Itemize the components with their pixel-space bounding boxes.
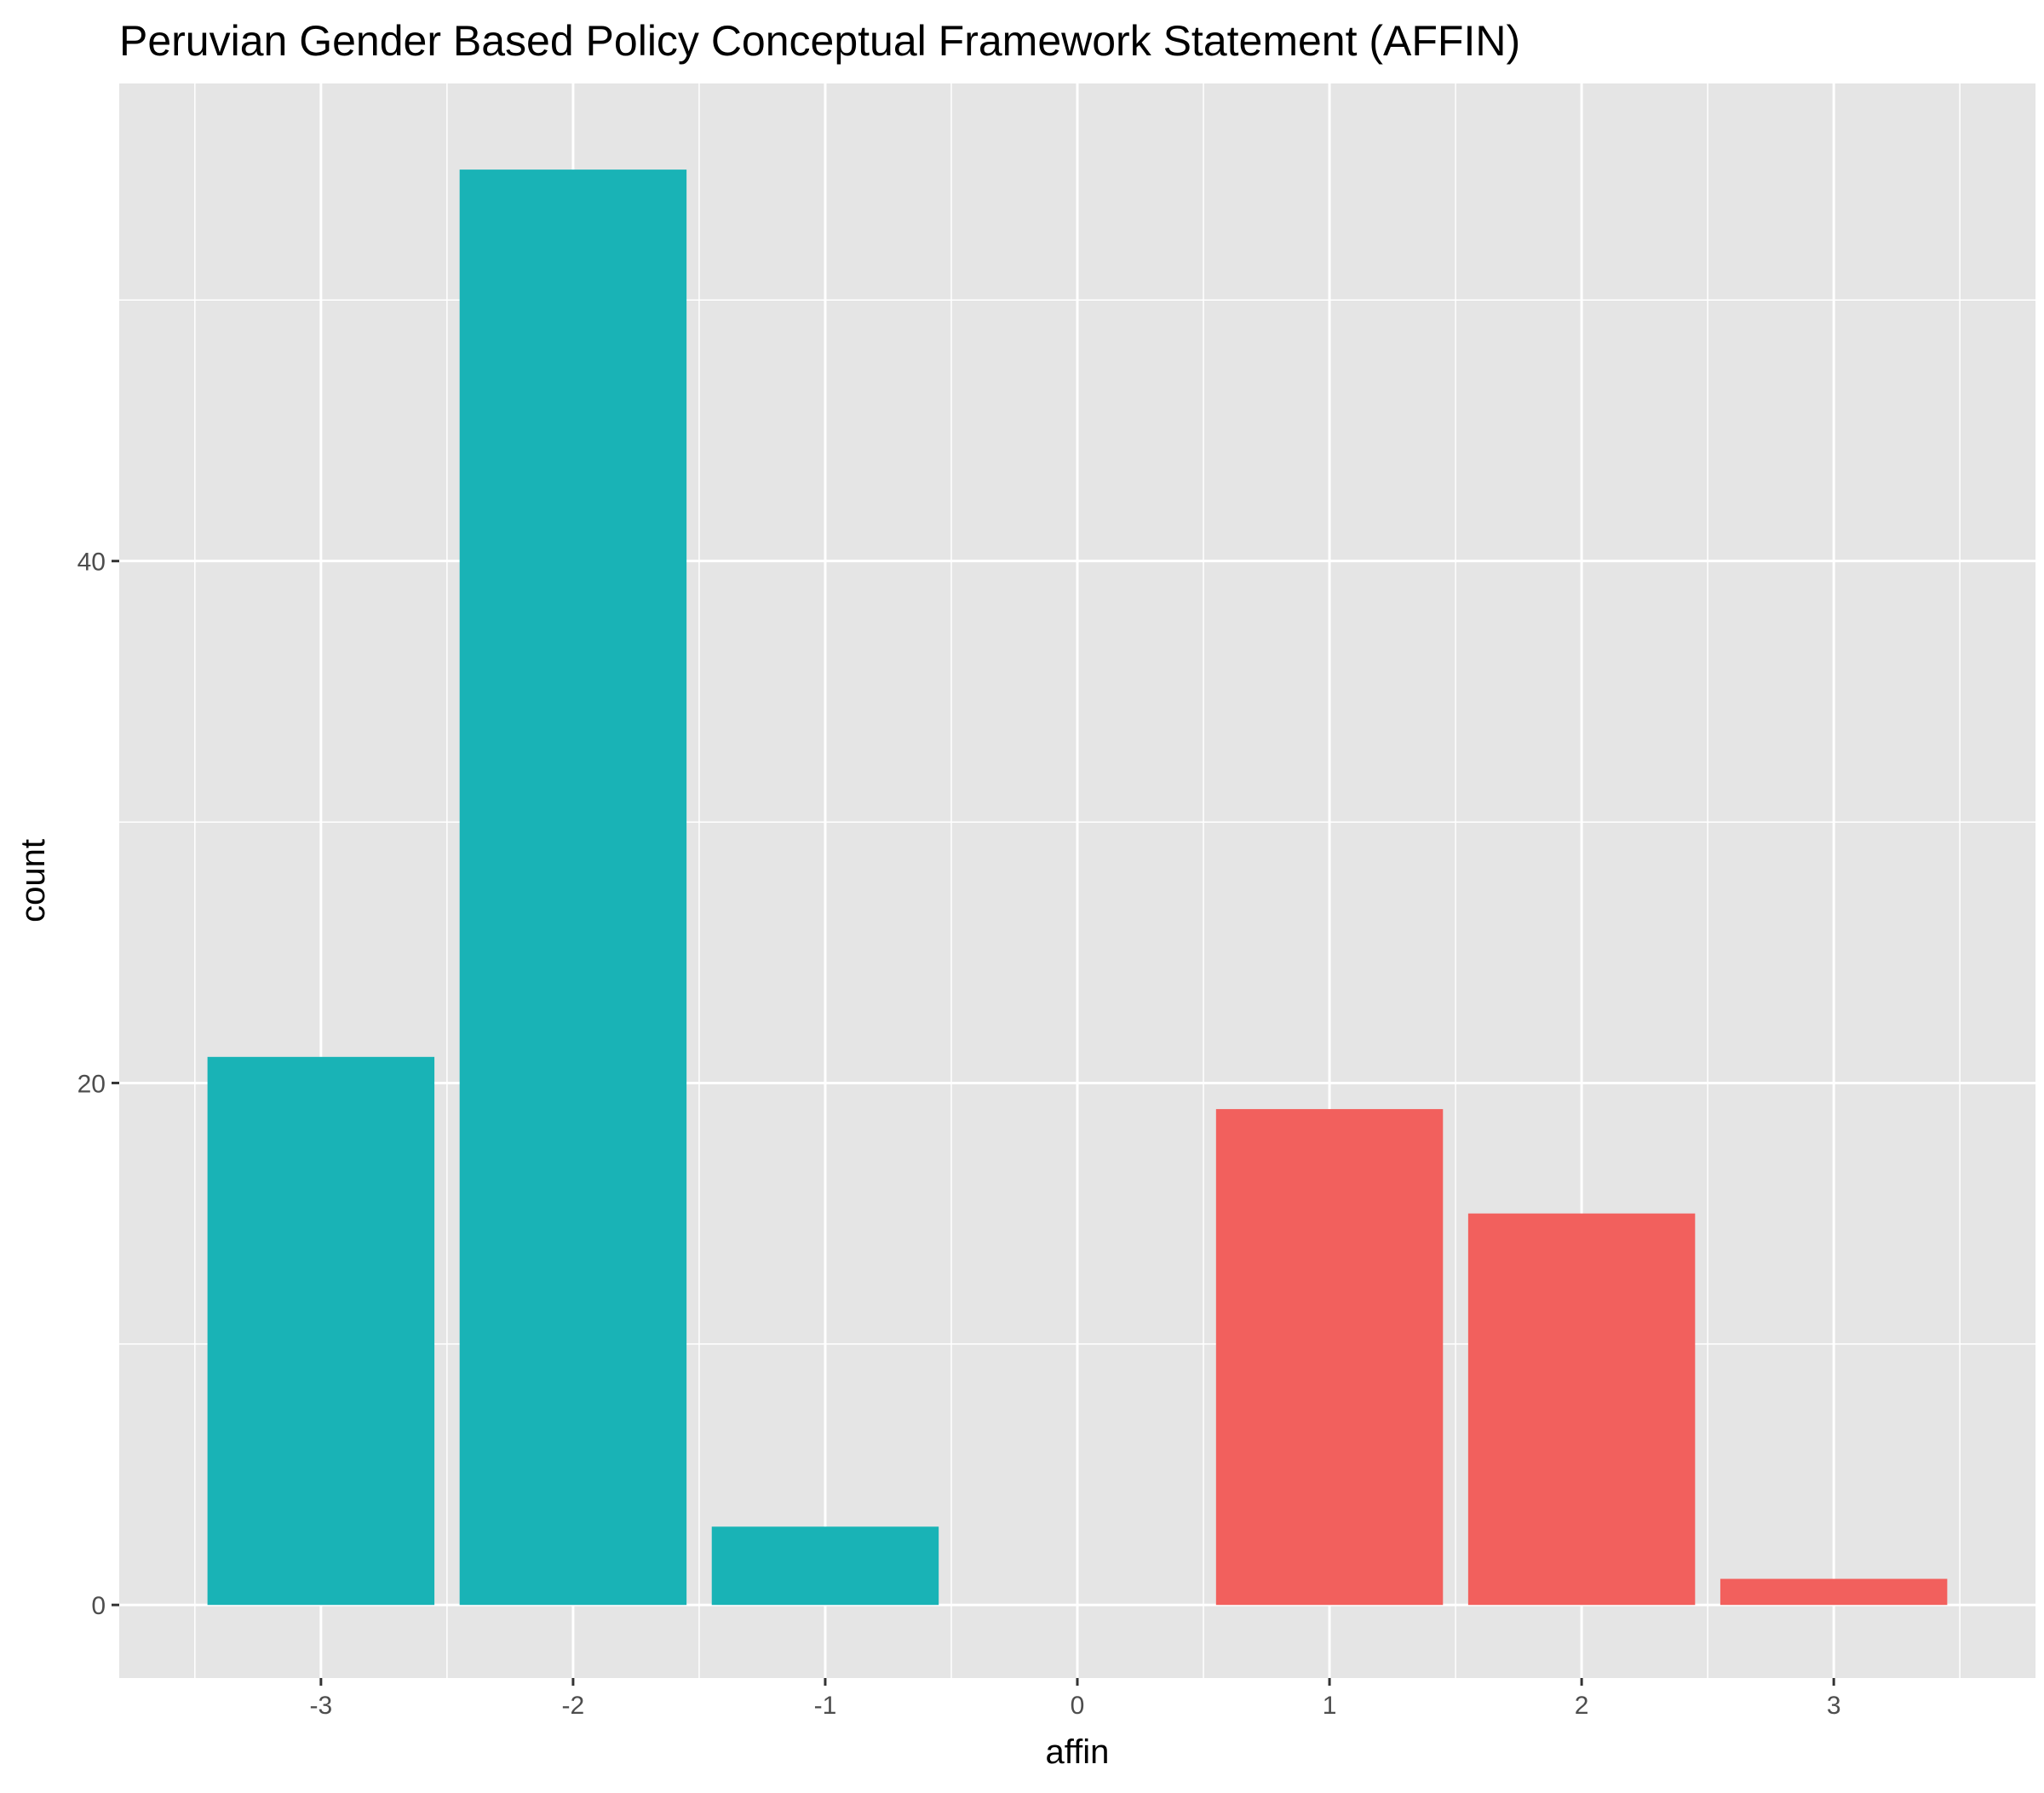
x-tick-label: 3 — [1827, 1692, 1841, 1720]
bar — [1467, 1213, 1696, 1606]
bar — [1720, 1578, 1948, 1606]
x-tick-label: -2 — [562, 1692, 585, 1720]
y-axis-title: count — [14, 839, 52, 922]
x-tick-label: 2 — [1575, 1692, 1589, 1720]
x-tick-label: -3 — [309, 1692, 332, 1720]
grid-lines — [119, 83, 2035, 1678]
axes: -3 -2 -1 0 1 2 3 0 20 40 — [78, 549, 1841, 1720]
bars — [207, 170, 1948, 1606]
y-tick-label: 20 — [78, 1070, 106, 1098]
bar — [207, 1056, 435, 1606]
x-tick-label: 1 — [1323, 1692, 1337, 1720]
x-tick-label: -1 — [814, 1692, 837, 1720]
bar — [459, 170, 687, 1606]
bar — [1215, 1109, 1444, 1606]
x-axis-title: affin — [1046, 1733, 1110, 1771]
x-tick-label: 0 — [1071, 1692, 1085, 1720]
chart-title: Peruvian Gender Based Policy Conceptual … — [119, 17, 1520, 65]
bar — [711, 1526, 939, 1606]
y-tick-label: 40 — [78, 549, 106, 577]
y-tick-label: 0 — [91, 1592, 106, 1620]
